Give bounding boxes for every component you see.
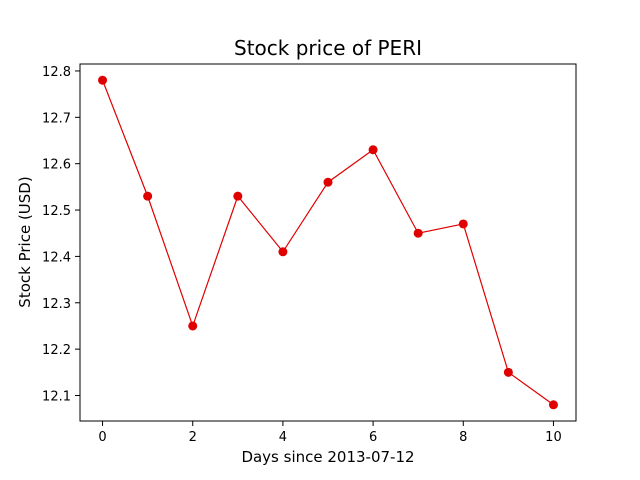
data-point xyxy=(323,177,333,187)
x-axis-label: Days since 2013-07-12 xyxy=(241,448,414,466)
y-tick-label: 12.4 xyxy=(42,250,71,265)
data-point xyxy=(458,219,468,229)
y-tick-label: 12.2 xyxy=(42,343,71,358)
plot-area: 0 2 4 6 8 10 12.1 12.2 12.3 12.4 12.5 12.6 12.7 12.8 xyxy=(42,63,577,445)
data-point xyxy=(503,367,513,377)
data-point xyxy=(278,247,288,257)
x-tick-label: 2 xyxy=(189,430,197,445)
data-point xyxy=(233,191,243,201)
y-axis: 12.1 12.2 12.3 12.4 12.5 12.6 12.7 12.8 xyxy=(42,65,80,405)
data-point xyxy=(98,75,108,85)
series-markers xyxy=(98,75,558,410)
series-line xyxy=(101,80,554,406)
data-point xyxy=(143,191,153,201)
x-tick-label: 6 xyxy=(369,430,377,445)
y-tick-label: 12.7 xyxy=(42,111,71,126)
y-tick-label: 12.8 xyxy=(42,65,71,80)
x-tick-label: 4 xyxy=(279,430,287,445)
x-tick-label: 8 xyxy=(459,430,467,445)
y-axis-label: Stock Price (USD) xyxy=(16,176,34,307)
chart-title: Stock price of PERI xyxy=(234,36,422,60)
y-tick-label: 12.6 xyxy=(42,158,71,173)
plot-frame xyxy=(79,63,577,422)
y-tick-label: 12.1 xyxy=(42,390,71,405)
data-point xyxy=(548,400,558,410)
x-axis: 0 2 4 6 8 10 xyxy=(98,421,562,445)
data-point xyxy=(368,145,378,155)
data-point xyxy=(413,228,423,238)
y-tick-label: 12.3 xyxy=(42,297,71,312)
y-tick-label: 12.5 xyxy=(42,204,71,219)
x-tick-label: 0 xyxy=(98,430,106,445)
x-tick-label: 10 xyxy=(545,430,562,445)
data-point xyxy=(188,321,198,331)
